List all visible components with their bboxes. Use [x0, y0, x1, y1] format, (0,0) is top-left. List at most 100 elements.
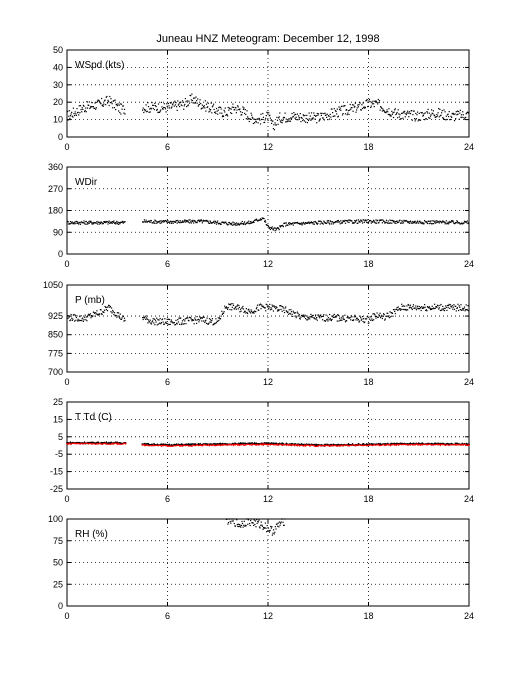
data-point: [237, 106, 239, 108]
data-point: [402, 117, 404, 119]
data-point: [433, 308, 435, 310]
panel-label: RH (%): [75, 529, 108, 540]
data-point: [197, 219, 199, 221]
data-point: [101, 313, 103, 315]
panel-label: T Td (C): [75, 412, 112, 423]
data-point: [321, 315, 323, 318]
data-point: [103, 309, 106, 311]
data-point: [163, 220, 165, 222]
data-point: [396, 307, 398, 309]
data-point: [223, 222, 225, 224]
data-point: [341, 222, 343, 224]
data-point: [339, 317, 341, 319]
data-point: [153, 222, 155, 224]
data-point: [268, 306, 270, 308]
data-point: [186, 106, 188, 108]
data-point: [402, 305, 405, 307]
data-point: [401, 222, 403, 224]
data-point: [453, 113, 455, 116]
data-point: [74, 320, 76, 322]
data-point: [243, 107, 245, 109]
data-point: [335, 316, 337, 318]
data-point: [388, 317, 390, 319]
data-point: [167, 318, 169, 320]
data-point: [76, 222, 78, 224]
data-point: [242, 526, 244, 528]
data-point: [155, 321, 157, 323]
data-point: [401, 112, 403, 114]
data-point: [71, 221, 73, 223]
data-point: [227, 307, 229, 309]
data-point: [441, 221, 443, 223]
data-point: [276, 307, 278, 309]
data-point: [437, 305, 439, 307]
data-point: [434, 221, 436, 223]
data-point: [417, 111, 419, 113]
data-point: [387, 316, 389, 318]
data-point: [259, 219, 261, 221]
data-point: [149, 221, 151, 223]
data-point: [407, 112, 409, 114]
data-point: [357, 219, 359, 221]
data-point: [75, 319, 77, 321]
data-point: [146, 110, 148, 112]
data-point: [158, 319, 160, 321]
data-point: [426, 222, 429, 225]
data-point: [252, 122, 254, 125]
data-point: [85, 111, 87, 113]
data-point: [91, 223, 93, 225]
data-point: [387, 222, 389, 224]
data-point: [253, 221, 255, 223]
data-point: [456, 307, 458, 309]
y-tick-label: 25: [53, 397, 63, 407]
data-point: [106, 310, 109, 312]
data-point: [154, 105, 157, 107]
data-point: [190, 221, 192, 223]
data-point: [266, 304, 268, 306]
data-point: [228, 303, 230, 305]
data-point: [78, 319, 80, 321]
data-point: [436, 306, 438, 308]
data-point: [385, 221, 387, 223]
data-point: [392, 220, 394, 222]
data-point: [313, 114, 315, 116]
data-point: [381, 110, 383, 112]
data-point: [232, 518, 234, 520]
data-point: [249, 118, 251, 120]
data-point: [422, 307, 424, 310]
data-point: [254, 520, 256, 522]
data-point: [375, 222, 378, 224]
x-tick-label: 24: [464, 142, 474, 152]
data-point: [310, 222, 312, 224]
data-point: [142, 318, 144, 321]
data-point: [325, 314, 327, 316]
data-point: [201, 220, 203, 222]
data-point: [249, 222, 251, 224]
data-point: [183, 220, 185, 222]
data-point: [217, 317, 219, 319]
data-point: [198, 103, 201, 105]
data-point: [382, 108, 384, 110]
data-point: [237, 523, 239, 525]
data-point: [106, 102, 109, 104]
data-point: [287, 120, 289, 122]
y-tick-label: 75: [53, 536, 63, 546]
data-point: [377, 98, 379, 101]
data-point: [464, 118, 466, 120]
data-point: [306, 114, 308, 116]
y-tick-label: -25: [50, 484, 63, 494]
data-point: [280, 308, 282, 310]
data-point: [273, 529, 275, 531]
data-point: [420, 309, 422, 312]
y-tick-label: 850: [48, 330, 63, 340]
data-point: [346, 220, 348, 222]
data-point: [323, 113, 325, 115]
data-point: [442, 305, 444, 307]
data-point: [239, 223, 242, 225]
data-point: [259, 303, 262, 305]
data-point: [268, 112, 270, 114]
data-point: [196, 222, 198, 224]
data-point: [239, 525, 241, 527]
data-point: [177, 104, 179, 106]
data-point: [111, 222, 113, 224]
